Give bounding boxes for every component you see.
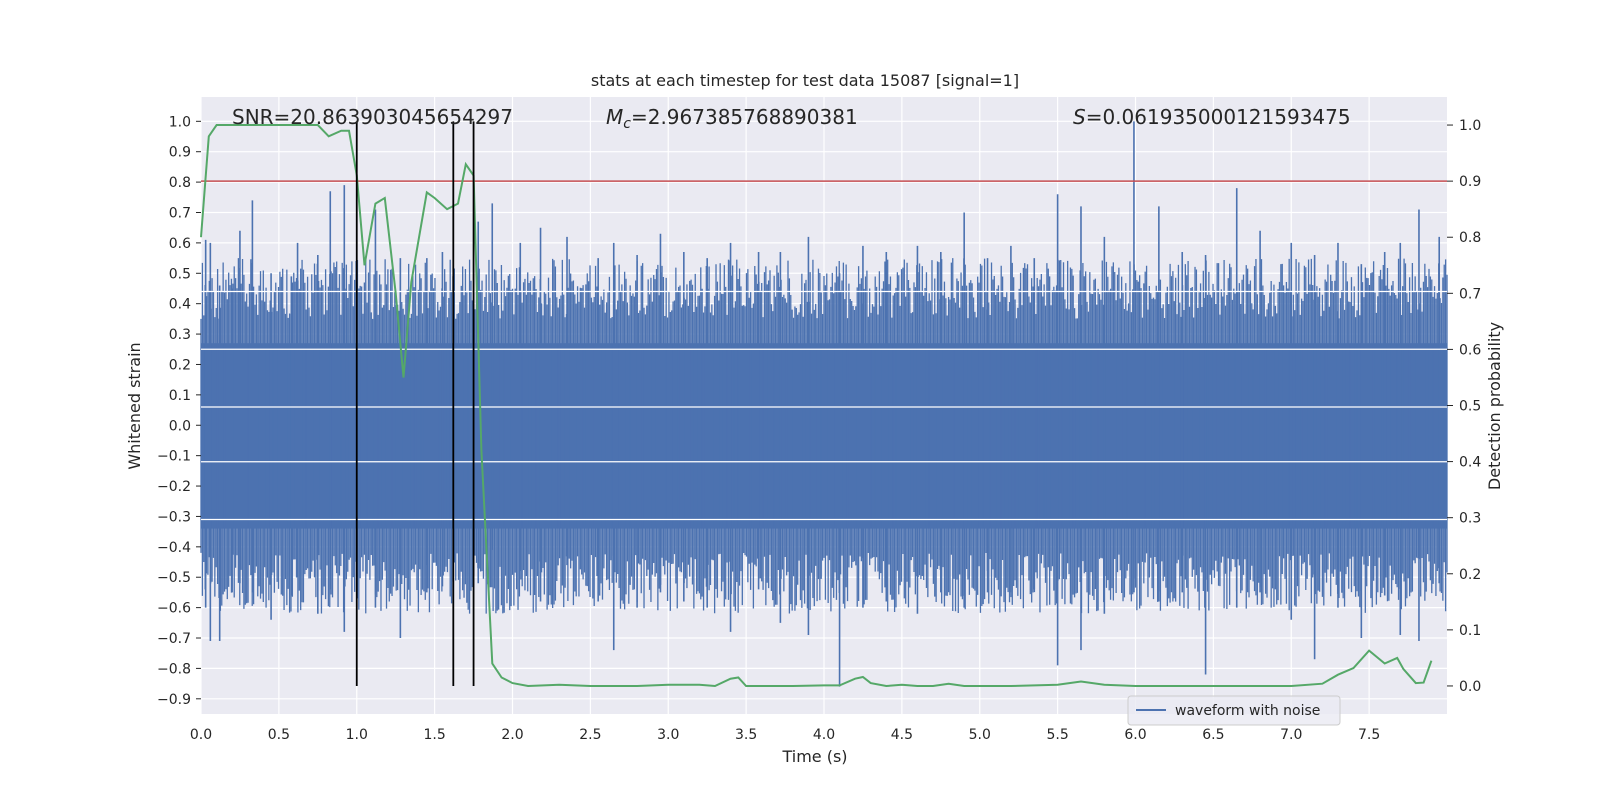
s-symbol: S [1073,105,1086,129]
x-tick-label: 2.0 [501,727,523,743]
y-left-tick-label: 1.0 [169,114,191,130]
y-left-tick-label: −0.1 [157,449,191,465]
x-tick-label: 6.5 [1202,727,1224,743]
chirp-mass-annotation: Mc=2.967385768890381 [606,105,858,132]
s-annotation: S=0.061935000121593475 [1073,105,1351,129]
s-value: =0.061935000121593475 [1086,105,1351,129]
y-left-tick-label: −0.3 [157,509,191,525]
y-left-tick-label: −0.9 [157,692,191,708]
x-tick-label: 0.0 [190,727,212,743]
legend-box [1127,695,1341,726]
y-axis-right-label: Detection probability [1485,322,1504,490]
x-tick-label: 6.0 [1124,727,1146,743]
y-left-tick-label: 0.7 [169,205,191,221]
y-left-tick-label: −0.4 [157,540,191,556]
event-markers [355,121,475,686]
x-tick-label: 5.5 [1046,727,1068,743]
x-tick-label: 2.5 [579,727,601,743]
chirp-mass-value: =2.967385768890381 [631,105,858,129]
x-tick-label: 4.5 [891,727,913,743]
y-left-tick-label: −0.2 [157,479,191,495]
waveform-series [200,121,1448,687]
y-axis-right-ticks: 1.0 0.9 0.8 0.7 0.6 0.5 0.4 0.3 0.2 0.1 0.0 [1447,118,1481,695]
chart-title: stats at each timestep for test data 150… [591,71,1019,90]
y-right-tick-label: 0.6 [1459,342,1481,358]
x-tick-label: 7.0 [1280,727,1302,743]
y-axis-left-label: Whitened strain [125,342,144,469]
y-right-tick-label: 0.7 [1459,286,1481,302]
y-left-tick-label: 0.4 [169,297,191,313]
x-tick-label: 3.5 [735,727,757,743]
y-left-tick-label: 0.9 [169,145,191,161]
y-right-tick-label: 0.5 [1459,399,1481,415]
snr-annotation: SNR=20.863903045654297 [232,105,513,129]
y-right-tick-label: 1.0 [1459,118,1481,134]
y-left-tick-label: −0.7 [157,631,191,647]
probability-series-group [200,124,1433,688]
y-left-tick-label: 0.3 [169,327,191,343]
y-right-tick-label: 0.8 [1459,230,1481,246]
y-left-tick-label: −0.5 [157,570,191,586]
y-left-tick-label: 0.8 [169,175,191,191]
x-tick-label: 5.0 [969,727,991,743]
y-axis-left-ticks: 1.0 0.9 0.8 0.7 0.6 0.5 0.4 0.3 0.2 0.1 0.0 −0.1 −0.… [157,114,201,708]
x-tick-label: 1.5 [423,727,445,743]
y-right-tick-label: 0.4 [1459,455,1481,471]
y-left-tick-label: 0.1 [169,388,191,404]
x-axis-label: Time (s) [781,747,847,766]
y-right-tick-label: 0.9 [1459,174,1481,190]
x-tick-label: 4.0 [813,727,835,743]
detection-probability-line [200,124,1433,688]
legend: waveform with noise [1127,695,1341,726]
x-axis-ticks: 0.0 0.5 1.0 1.5 2.0 2.5 3.0 3.5 4.0 4.5 5.0 5.5 6.0 6… [190,727,1380,743]
x-tick-label: 1.0 [346,727,368,743]
x-tick-label: 3.0 [657,727,679,743]
y-right-tick-label: 0.1 [1459,623,1481,639]
y-left-tick-label: −0.8 [157,661,191,677]
y-right-tick-label: 0.0 [1459,679,1481,695]
chirp-mass-symbol: M [606,105,623,129]
y-left-tick-label: 0.0 [169,418,191,434]
y-left-tick-label: 0.6 [169,236,191,252]
chirp-mass-subscript: c [623,116,631,132]
y-right-tick-label: 0.2 [1459,567,1481,583]
y-left-tick-label: 0.2 [169,357,191,373]
x-tick-label: 7.5 [1358,727,1380,743]
legend-label: waveform with noise [1175,703,1320,719]
y-left-tick-label: 0.5 [169,266,191,282]
y-left-tick-label: −0.6 [157,601,191,617]
y-right-tick-label: 0.3 [1459,511,1481,527]
x-tick-label: 0.5 [268,727,290,743]
